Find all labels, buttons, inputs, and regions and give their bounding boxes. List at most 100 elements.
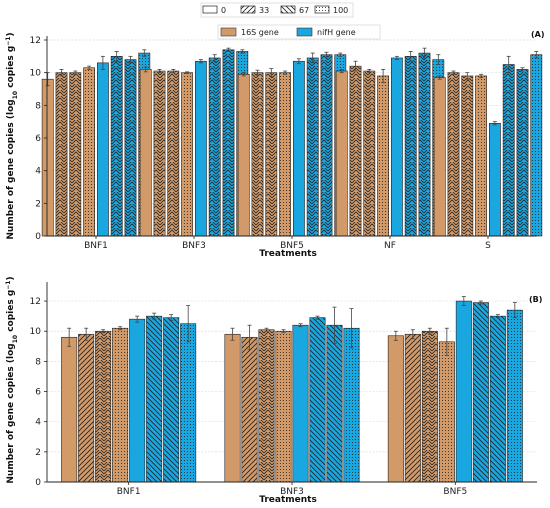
legend-label-nifh: nifH gene	[317, 28, 356, 37]
pb-xtick-label-bnf5: BNF5	[443, 487, 467, 497]
hatch-legend-label-100: 100	[333, 6, 348, 15]
panel-b-x-axis-title: Treatments	[259, 495, 317, 505]
pb-ytick-label-0: 0	[35, 478, 41, 488]
pb-xtick-label-bnf3: BNF3	[280, 487, 304, 497]
pb-ytick-label-4: 4	[35, 418, 41, 428]
pb-bar-bnf3-16s-gene-0	[224, 333, 241, 483]
pb-ytick-label-6: 6	[35, 388, 41, 398]
legend-swatch-16s	[220, 27, 237, 37]
pb-bar-bnf1-nifh-gene-67-hatch	[163, 317, 179, 482]
panel-b-y-axis-title: Number of gene copies (log10 copies g−1)	[5, 276, 19, 483]
panel-b-axes: 0 2 4 6 8 10 12 BNF1 BNF3 BNF5	[30, 282, 537, 497]
pa-ytick-label-6: 6	[35, 134, 41, 144]
pa-bar-s-nifh-gene-67-hatch	[516, 69, 529, 237]
panel-a-gene-legend: 16S gene nifH gene	[217, 24, 381, 40]
pa-ytick-label-4: 4	[35, 167, 41, 177]
pa-bar-bnf5-16s-gene-67-hatch	[265, 72, 277, 237]
pa-bar-s-16s-gene-67-hatch	[461, 75, 473, 236]
pa-ytick-label-0: 0	[35, 232, 41, 242]
panel-a-label: (A)	[531, 30, 545, 39]
pa-bar-bnf5-nifh-gene-0	[292, 60, 305, 237]
pa-bar-nf-16s-gene-33-hatch	[349, 66, 362, 236]
pa-bar-bnf5-nifh-gene-33-hatch	[307, 57, 319, 236]
pa-xtick-label-nf: NF	[384, 241, 396, 251]
pa-ytick-label-10: 10	[30, 69, 42, 79]
pb-bar-bnf5-nifh-gene-0	[455, 300, 472, 483]
pb-bar-bnf5-16s-gene-33-hatch	[405, 334, 421, 482]
pa-bar-nf-16s-gene-67-hatch	[363, 71, 375, 237]
panel-a-chart: 0 2 4 6 8 10 12 BNF1 BNF3 BNF5 NF S 16S gene nifH g…	[5, 24, 545, 259]
pa-bar-bnf5-16s-gene-0	[237, 74, 250, 237]
pb-bar-bnf1-16s-gene-100-hatch	[112, 328, 128, 482]
panel-a-x-axis-title: Treatments	[259, 249, 317, 259]
pa-bar-bnf3-nifh-gene-67-hatch	[222, 49, 235, 236]
pb-bar-bnf3-nifh-gene-67-hatch	[326, 325, 343, 482]
pb-ytick-label-10: 10	[30, 327, 42, 337]
pb-bar-bnf5-16s-gene-100-hatch	[439, 341, 455, 482]
pb-bar-bnf5-16s-gene-67-hatch	[422, 331, 438, 482]
pa-ytick-label-12: 12	[30, 36, 41, 46]
pb-bar-bnf3-16s-gene-67-hatch	[258, 329, 275, 482]
pa-bar-bnf1-nifh-gene-33-hatch	[111, 56, 123, 237]
pa-bar-bnf1-16s-gene-0	[41, 78, 54, 237]
pb-bar-bnf3-16s-gene-100-hatch	[275, 331, 292, 482]
pb-ytick-label-8: 8	[35, 357, 41, 367]
hatch-legend-label-33: 33	[259, 6, 269, 15]
pb-bar-bnf5-nifh-gene-67-hatch	[490, 316, 506, 482]
pa-ytick-label-2: 2	[35, 199, 41, 209]
hatch-legend-label-67: 67	[299, 6, 309, 15]
pa-bar-bnf3-nifh-gene-33-hatch	[209, 57, 221, 236]
pb-bar-bnf1-16s-gene-33-hatch	[78, 334, 94, 482]
pa-bar-bnf1-16s-gene-33-hatch	[55, 72, 68, 237]
pa-bar-bnf3-16s-gene-67-hatch	[167, 71, 179, 237]
pa-bar-bnf5-16s-gene-100-hatch	[279, 72, 291, 237]
panel-b-bars	[61, 296, 523, 483]
pa-bar-bnf3-nifh-gene-0	[195, 60, 207, 237]
panel-b-label: (B)	[529, 295, 542, 304]
hatch-swatch-67	[280, 5, 296, 14]
hatch-legend: 0 33 67 100	[200, 2, 354, 18]
panel-a-bars	[41, 47, 543, 237]
pa-xtick-label-bnf5: BNF5	[280, 241, 304, 251]
pa-ytick-label-8: 8	[35, 101, 41, 111]
pb-bar-bnf3-nifh-gene-33-hatch	[309, 317, 326, 482]
pb-bar-bnf1-nifh-gene-100-hatch	[180, 323, 196, 482]
pa-xtick-label-bnf3: BNF3	[182, 241, 206, 251]
hatch-legend-item-100: 100	[314, 5, 348, 15]
pa-bar-nf-16s-gene-0	[335, 70, 348, 237]
pb-bar-bnf1-16s-gene-67-hatch	[95, 331, 111, 482]
pa-bar-s-nifh-gene-0	[488, 123, 501, 237]
pa-bar-bnf1-nifh-gene-0	[97, 62, 109, 237]
pb-bar-bnf3-16s-gene-33-hatch	[241, 337, 258, 482]
pa-bar-nf-nifh-gene-67-hatch	[418, 53, 431, 236]
pa-bar-nf-nifh-gene-0	[390, 57, 403, 237]
pa-bar-s-nifh-gene-100-hatch	[530, 54, 542, 237]
pa-bar-bnf1-16s-gene-67-hatch	[69, 72, 81, 237]
pb-bar-bnf3-nifh-gene-100-hatch	[343, 328, 360, 482]
panel-a-y-axis-title: Number of gene copies (log10 copies g−1)	[5, 32, 19, 239]
hatch-legend-item-67: 67	[280, 5, 309, 15]
pb-bar-bnf3-nifh-gene-0	[292, 324, 309, 483]
pa-bar-bnf3-16s-gene-0	[139, 69, 152, 237]
hatch-swatch-100	[314, 5, 330, 14]
pa-bar-s-16s-gene-0	[433, 77, 446, 237]
pa-bar-nf-nifh-gene-33-hatch	[405, 56, 417, 237]
pb-bar-bnf5-nifh-gene-33-hatch	[473, 302, 489, 482]
panel-b-chart: 0 2 4 6 8 10 12 BNF1 BNF3 BNF5 (B) Treatments Num…	[5, 276, 543, 505]
hatch-swatch-33	[240, 5, 256, 14]
pa-bar-s-16s-gene-100-hatch	[475, 75, 487, 236]
pb-bar-bnf1-16s-gene-0	[61, 336, 78, 483]
pb-ytick-label-2: 2	[35, 448, 41, 458]
pa-xtick-label-s: S	[485, 241, 491, 251]
pa-bar-bnf1-nifh-gene-67-hatch	[124, 59, 137, 236]
pa-bar-bnf3-16s-gene-33-hatch	[153, 71, 166, 237]
pa-bar-s-16s-gene-33-hatch	[447, 72, 460, 237]
hatch-legend-item-0: 0	[202, 5, 226, 15]
pa-xtick-label-bnf1: BNF1	[84, 241, 108, 251]
pb-xtick-label-bnf1: BNF1	[117, 487, 141, 497]
hatch-swatch-0	[202, 5, 218, 14]
pb-ytick-label-12: 12	[30, 297, 41, 307]
pb-bar-bnf5-16s-gene-0	[387, 335, 404, 483]
pa-bar-bnf3-16s-gene-100-hatch	[181, 72, 193, 237]
